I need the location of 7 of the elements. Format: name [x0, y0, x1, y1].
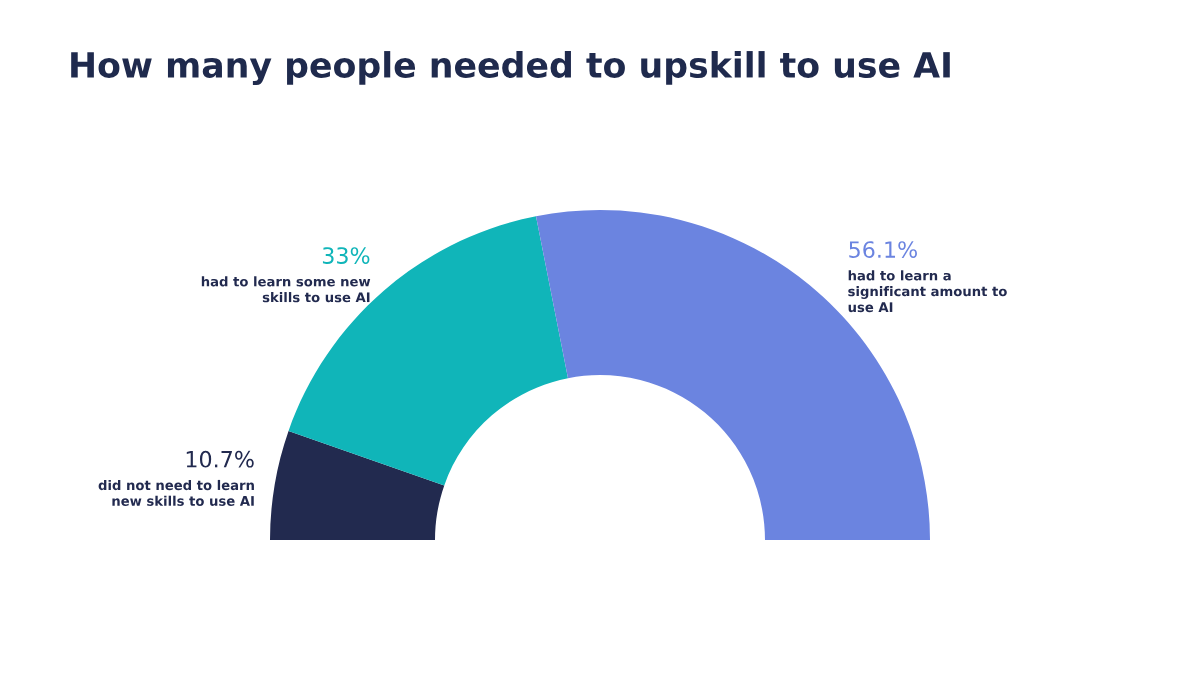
data-label: 10.7%	[186, 450, 254, 468]
slice-label: had to learn a significant amount to use AI	[848, 270, 1007, 313]
slice-label: did not need to learn new skills to use AI	[98, 479, 254, 506]
data-label: 56.1%	[849, 241, 917, 258]
chart-title: How many people needed to upskill to use AI	[71, 51, 950, 85]
data-label: 33%	[322, 247, 370, 264]
slice-label: had to learn some new skills to use AI	[201, 276, 371, 303]
